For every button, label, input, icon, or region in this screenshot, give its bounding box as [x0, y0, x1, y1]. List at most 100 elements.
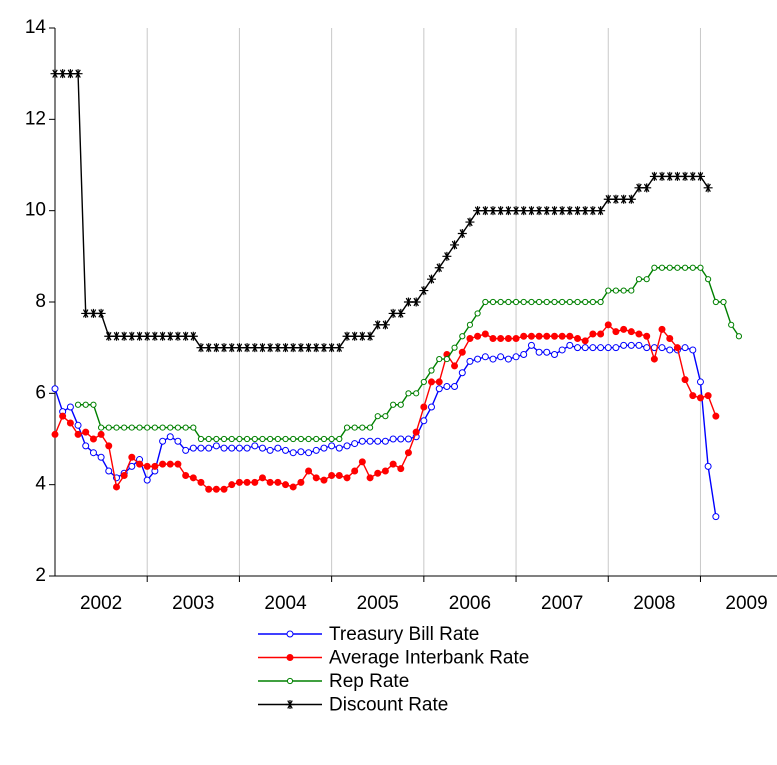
marker: [559, 298, 566, 306]
marker: [604, 321, 612, 329]
marker: [404, 435, 412, 443]
marker: [359, 424, 366, 431]
x-tick-label: 2002: [80, 593, 122, 614]
marker: [158, 331, 168, 341]
legend-label: Rep Rate: [329, 671, 409, 692]
marker: [296, 343, 306, 353]
marker: [243, 444, 251, 452]
marker: [151, 424, 158, 431]
marker: [480, 206, 490, 216]
marker: [389, 460, 397, 468]
marker: [312, 474, 320, 482]
marker: [635, 276, 643, 283]
marker: [528, 298, 535, 306]
x-tick-label: 2007: [541, 593, 583, 614]
marker: [97, 430, 105, 438]
marker: [534, 206, 544, 216]
marker: [482, 298, 489, 306]
marker: [489, 355, 497, 363]
marker: [589, 330, 597, 338]
marker: [74, 401, 82, 408]
marker: [689, 264, 696, 271]
marker: [681, 264, 689, 271]
marker: [358, 458, 366, 466]
marker: [182, 472, 190, 480]
marker: [297, 478, 305, 486]
marker: [228, 435, 235, 443]
y-tick-label: 14: [25, 17, 47, 38]
marker: [672, 171, 682, 181]
marker: [121, 424, 128, 431]
marker: [658, 264, 666, 271]
marker: [212, 485, 220, 493]
marker: [120, 472, 128, 480]
marker: [603, 194, 613, 204]
marker: [389, 435, 397, 443]
marker: [397, 465, 405, 473]
marker: [128, 462, 136, 470]
marker: [442, 251, 452, 261]
x-tick-label: 2009: [725, 593, 767, 614]
marker: [466, 357, 474, 365]
marker: [557, 206, 567, 216]
marker: [89, 435, 97, 443]
marker: [549, 206, 559, 216]
marker: [519, 206, 529, 216]
marker: [703, 183, 713, 193]
x-tick-label: 2004: [264, 593, 307, 614]
marker: [696, 394, 704, 402]
marker: [97, 453, 105, 461]
marker: [211, 343, 221, 353]
marker: [443, 355, 450, 363]
marker: [196, 343, 206, 353]
marker: [167, 424, 174, 431]
marker: [74, 430, 82, 438]
marker: [465, 217, 475, 227]
marker: [128, 424, 135, 431]
marker: [588, 206, 598, 216]
marker: [674, 264, 681, 271]
marker: [704, 462, 712, 470]
legend-marker: [285, 700, 295, 709]
marker: [457, 229, 467, 238]
marker: [612, 344, 620, 352]
marker: [412, 428, 420, 436]
y-tick-label: 12: [25, 108, 46, 129]
legend-marker: [286, 677, 294, 685]
marker: [234, 343, 244, 353]
marker: [642, 183, 652, 193]
marker: [90, 401, 97, 408]
marker: [574, 335, 582, 343]
marker: [382, 413, 389, 420]
marker: [274, 444, 282, 452]
marker: [227, 343, 237, 353]
marker: [489, 335, 497, 343]
marker: [420, 417, 428, 425]
marker: [657, 171, 667, 181]
marker: [543, 298, 550, 306]
marker: [65, 69, 75, 79]
marker: [413, 390, 420, 397]
marker: [205, 444, 213, 452]
marker: [251, 435, 258, 443]
marker: [220, 444, 228, 452]
y-tick-label: 4: [35, 474, 46, 495]
marker: [404, 449, 412, 457]
legend: Treasury Bill Rate Average Interbank Rate…: [258, 624, 529, 716]
marker: [474, 355, 482, 363]
marker: [620, 341, 628, 349]
marker: [481, 330, 489, 338]
marker: [365, 331, 375, 341]
marker: [51, 385, 59, 393]
marker: [89, 449, 97, 457]
marker: [396, 308, 406, 318]
marker: [604, 344, 612, 352]
marker: [335, 444, 343, 452]
marker: [497, 298, 504, 306]
marker: [627, 341, 635, 349]
marker: [119, 331, 129, 341]
marker: [420, 378, 427, 386]
marker: [459, 333, 466, 340]
marker: [128, 453, 136, 461]
marker: [320, 476, 328, 484]
